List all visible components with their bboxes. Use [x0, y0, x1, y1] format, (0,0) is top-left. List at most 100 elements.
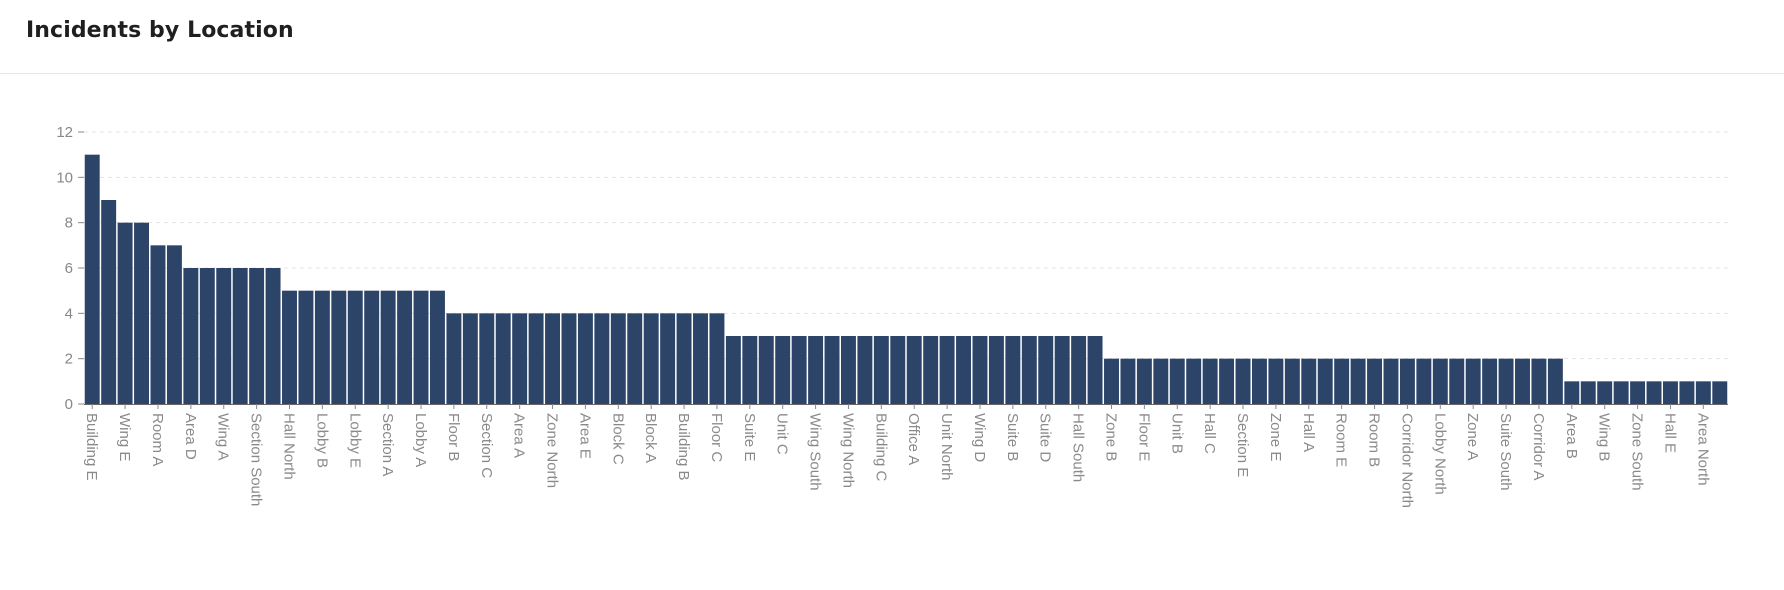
- bar: [890, 336, 906, 404]
- bar: [462, 313, 478, 404]
- bar: [561, 313, 577, 404]
- x-tick-label: Lobby North: [1431, 413, 1448, 495]
- bar: [479, 313, 495, 404]
- bar: [857, 336, 873, 404]
- bar: [1317, 358, 1333, 404]
- bar: [512, 313, 528, 404]
- bar: [709, 313, 725, 404]
- bar: [199, 268, 215, 404]
- bar: [1679, 381, 1695, 404]
- bar: [956, 336, 972, 404]
- bar: [1021, 336, 1037, 404]
- bar: [1334, 358, 1350, 404]
- x-tick-label: Wing D: [971, 413, 988, 462]
- bar: [1416, 358, 1432, 404]
- bar: [1597, 381, 1613, 404]
- x-tick-label: Hall A: [1300, 413, 1317, 452]
- bar: [577, 313, 593, 404]
- x-tick-label: Lobby E: [346, 413, 363, 468]
- bar: [1268, 358, 1284, 404]
- x-tick-label: Lobby B: [313, 413, 330, 468]
- bar: [380, 290, 396, 404]
- bar: [298, 290, 314, 404]
- x-tick-label: Hall E: [1661, 413, 1678, 453]
- bar: [84, 154, 100, 404]
- y-tick-label: 8: [65, 215, 73, 232]
- grid-lines: [84, 131, 1728, 360]
- bar: [824, 336, 840, 404]
- x-tick-label: Building B: [675, 413, 692, 481]
- x-tick-label: Unit North: [938, 413, 955, 481]
- bar: [1630, 381, 1646, 404]
- bar: [1071, 336, 1087, 404]
- bar: [134, 222, 150, 404]
- bar: [1515, 358, 1530, 404]
- bar: [1531, 358, 1547, 404]
- bars: [84, 154, 1728, 404]
- bar: [758, 336, 774, 404]
- bar: [1087, 336, 1103, 404]
- bar: [939, 336, 955, 404]
- bar: [347, 290, 363, 404]
- bar: [446, 313, 462, 404]
- x-tick-label: Section South: [248, 413, 265, 506]
- bar: [988, 336, 1004, 404]
- bar: [775, 336, 791, 404]
- bar: [150, 245, 166, 404]
- x-tick-label: Room B: [1366, 413, 1383, 467]
- x-tick-label: Area D: [182, 413, 199, 460]
- y-tick-label: 4: [65, 305, 73, 322]
- x-tick-label: Room E: [1333, 413, 1350, 467]
- bar: [397, 290, 413, 404]
- bar: [1482, 358, 1498, 404]
- x-tick-label: Suite B: [1004, 413, 1021, 461]
- bar: [1136, 358, 1152, 404]
- x-tick-label: Building C: [872, 413, 889, 482]
- bar: [1251, 358, 1267, 404]
- bar: [1120, 358, 1136, 404]
- x-axis: Building E Wing E Room A Area D Wing A Sectio…: [83, 404, 1728, 508]
- x-tick-label: Unit B: [1168, 413, 1185, 454]
- x-tick-label: Section A: [379, 413, 396, 476]
- x-tick-label: Area A: [511, 413, 528, 458]
- x-tick-label: Floor B: [445, 413, 462, 461]
- x-tick-label: Building E: [83, 413, 100, 481]
- bar: [1284, 358, 1300, 404]
- x-tick-label: Section E: [1234, 413, 1251, 477]
- x-tick-label: Wing B: [1596, 413, 1613, 461]
- bar: [1646, 381, 1662, 404]
- x-tick-label: Suite E: [741, 413, 758, 461]
- bar: [216, 268, 232, 404]
- x-tick-label: Hall South: [1070, 413, 1087, 482]
- bar: [1465, 358, 1481, 404]
- y-tick-label: 10: [56, 169, 73, 186]
- bar: [364, 290, 380, 404]
- x-tick-label: Hall C: [1201, 413, 1218, 454]
- bar: [528, 313, 544, 404]
- bar: [676, 313, 692, 404]
- bar: [725, 336, 741, 404]
- x-tick-label: Block A: [642, 413, 659, 463]
- x-tick-label: Corridor A: [1530, 413, 1547, 481]
- bar: [1005, 336, 1021, 404]
- bar: [1104, 358, 1119, 404]
- x-tick-label: Zone A: [1464, 413, 1481, 461]
- y-tick-label: 6: [65, 260, 73, 277]
- bar: [232, 268, 248, 404]
- x-tick-label: Area E: [576, 413, 593, 459]
- bar: [1564, 381, 1580, 404]
- bar: [265, 268, 281, 404]
- bar: [183, 268, 199, 404]
- bar: [1350, 358, 1366, 404]
- bar: [117, 222, 133, 404]
- bar: [660, 313, 676, 404]
- bar: [627, 313, 643, 404]
- bar: [1235, 358, 1251, 404]
- y-tick-label: 12: [56, 124, 73, 141]
- bar: [1169, 358, 1185, 404]
- bar: [923, 336, 939, 404]
- bar: [314, 290, 330, 404]
- x-tick-label: Suite South: [1497, 413, 1514, 491]
- x-tick-label: Wing South: [807, 413, 824, 491]
- bar: [643, 313, 659, 404]
